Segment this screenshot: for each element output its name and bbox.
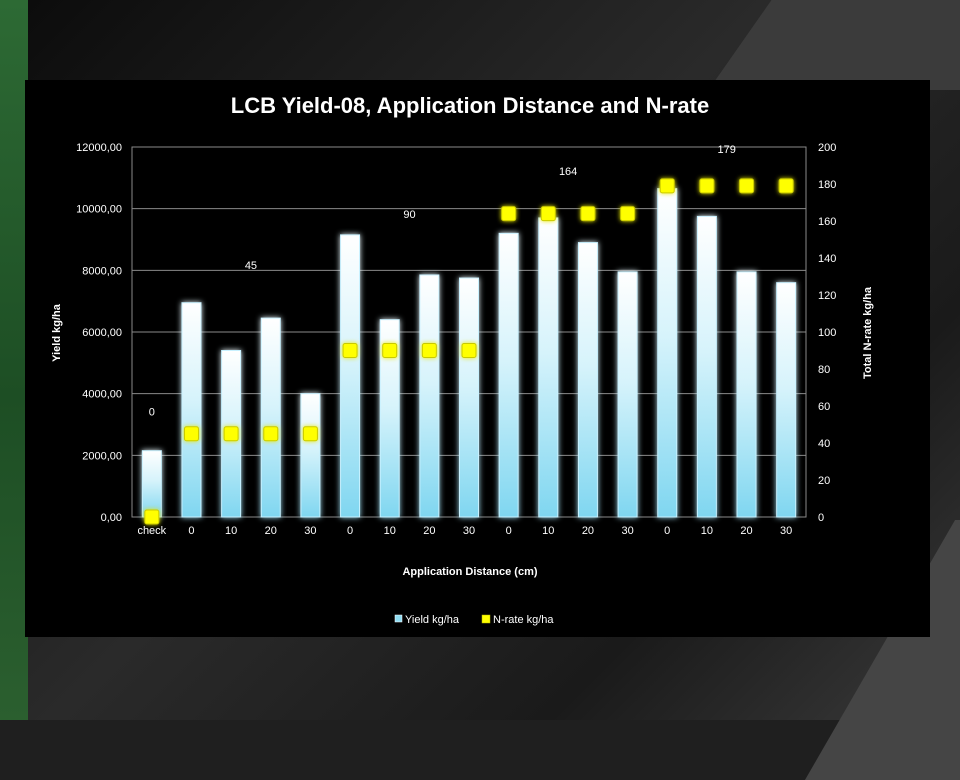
legend-swatch-nrate (481, 614, 491, 624)
y-tick-label: 12000,00 (76, 142, 122, 154)
x-tick-label: 0 (347, 525, 353, 537)
data-label: 179 (718, 144, 736, 156)
bar (141, 450, 162, 518)
y-tick-label: 10000,00 (76, 204, 122, 216)
y2-tick-label: 140 (818, 253, 836, 265)
y2-tick-label: 200 (818, 142, 836, 154)
bar (776, 282, 797, 518)
x-axis-ticks: check 0 10 20 30 0 10 20 30 0 10 20 30 0 10 20 30 (137, 525, 792, 537)
n-rate-point (580, 206, 596, 222)
x-tick-label: 10 (384, 525, 396, 537)
x-tick-label: 10 (542, 525, 554, 537)
legend-label-yield: Yield kg/ha (405, 614, 460, 626)
y-axis-label: Yield kg/ha (51, 303, 63, 362)
bar (379, 319, 400, 518)
bar (340, 234, 361, 518)
bar (538, 217, 559, 518)
y2-tick-label: 100 (818, 327, 836, 339)
x-tick-label: 0 (664, 525, 670, 537)
bar (577, 242, 598, 518)
y-tick-label: 2000,00 (82, 450, 122, 462)
y-tick-label: 4000,00 (82, 389, 122, 401)
chart-title: LCB Yield-08, Application Distance and N… (231, 93, 709, 118)
x-tick-label: 10 (225, 525, 237, 537)
n-rate-point (540, 206, 556, 222)
bar (419, 274, 440, 518)
bar (736, 271, 757, 518)
y2-tick-label: 120 (818, 290, 836, 302)
bar (617, 271, 638, 518)
data-label: 0 (149, 406, 155, 418)
y2-tick-label: 40 (818, 438, 830, 450)
n-rate-point (263, 426, 279, 442)
n-rate-point (183, 426, 199, 442)
n-rate-point (421, 343, 437, 358)
bar (260, 317, 281, 518)
n-rate-point (302, 426, 318, 442)
x-tick-label: 20 (740, 525, 752, 537)
bar (498, 232, 519, 518)
data-label: 90 (403, 209, 415, 221)
n-rate-point (739, 178, 755, 194)
y2-tick-label: 180 (818, 179, 836, 191)
bar-series (141, 188, 797, 518)
n-rate-point (501, 206, 517, 222)
y2-tick-label: 20 (818, 475, 830, 487)
y-tick-label: 8000,00 (82, 265, 122, 277)
x-tick-label: check (137, 525, 166, 537)
chart-svg: LCB Yield-08, Application Distance and N… (51, 93, 874, 626)
n-rate-point (223, 426, 239, 442)
n-rate-point (659, 178, 675, 194)
x-tick-label: 30 (621, 525, 633, 537)
point-series (144, 178, 794, 525)
x-tick-label: 30 (780, 525, 792, 537)
x-tick-label: 30 (304, 525, 316, 537)
data-label: 164 (559, 166, 577, 178)
data-label: 45 (245, 260, 257, 272)
legend-label-nrate: N-rate kg/ha (493, 614, 554, 626)
legend-swatch-yield (394, 614, 403, 623)
data-labels: 0 45 90 164 179 (149, 144, 736, 418)
y2-tick-label: 160 (818, 216, 836, 228)
x-axis-label: Application Distance (cm) (402, 566, 537, 578)
y2-tick-label: 80 (818, 364, 830, 376)
y2-tick-label: 0 (818, 512, 824, 524)
bar (657, 188, 678, 518)
x-tick-label: 20 (265, 525, 277, 537)
legend: Yield kg/ha N-rate kg/ha (394, 614, 554, 626)
bar (300, 393, 321, 518)
x-tick-label: 20 (423, 525, 435, 537)
n-rate-point (699, 178, 715, 194)
y2-tick-label: 60 (818, 401, 830, 413)
bar (459, 277, 479, 518)
chart-panel: LCB Yield-08, Application Distance and N… (25, 80, 930, 637)
x-tick-label: 10 (701, 525, 713, 537)
x-tick-label: 30 (463, 525, 475, 537)
n-rate-point (461, 343, 477, 358)
bar (181, 302, 202, 518)
x-tick-label: 20 (582, 525, 594, 537)
n-rate-point (620, 206, 636, 222)
bar (696, 215, 717, 518)
y-tick-label: 0,00 (101, 512, 122, 524)
x-tick-label: 0 (506, 525, 512, 537)
n-rate-point (382, 343, 398, 358)
y-tick-label: 6000,00 (82, 327, 122, 339)
n-rate-point (144, 509, 160, 525)
n-rate-point (342, 343, 358, 358)
x-tick-label: 0 (188, 525, 194, 537)
n-rate-point (778, 178, 794, 194)
y2-axis-label: Total N-rate kg/ha (862, 286, 874, 379)
y2-axis-ticks: 0 20 40 60 80 100 120 140 160 180 200 (818, 142, 836, 524)
y-axis-ticks: 0,00 2000,00 4000,00 6000,00 8000,00 10000,00… (76, 142, 122, 524)
